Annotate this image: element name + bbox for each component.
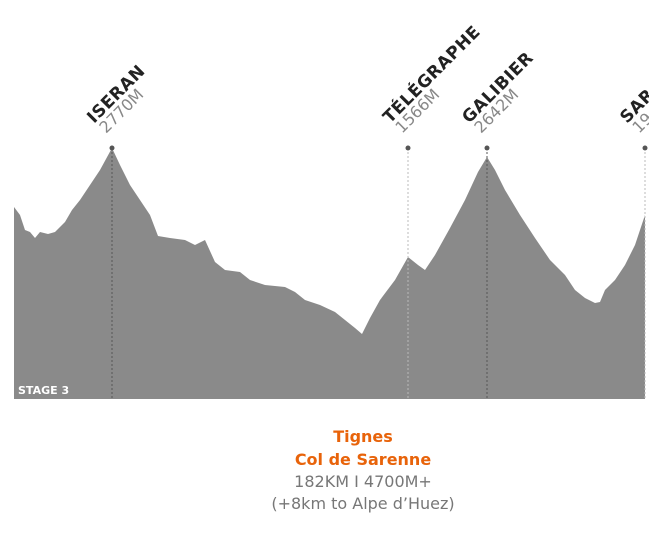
peak-dot xyxy=(642,145,648,151)
stage-note: (+8km to Alpe d’Huez) xyxy=(271,494,454,513)
stage-stats: 182KM I 4700M+ xyxy=(294,472,432,491)
peak-dot xyxy=(405,145,411,151)
start-town: Tignes xyxy=(333,427,393,446)
finish-town: Col de Sarenne xyxy=(295,450,432,469)
peak-dot xyxy=(484,145,490,151)
peak-dot xyxy=(109,145,115,151)
stage-label: STAGE 3 xyxy=(18,384,69,397)
elevation-profile xyxy=(14,148,645,399)
